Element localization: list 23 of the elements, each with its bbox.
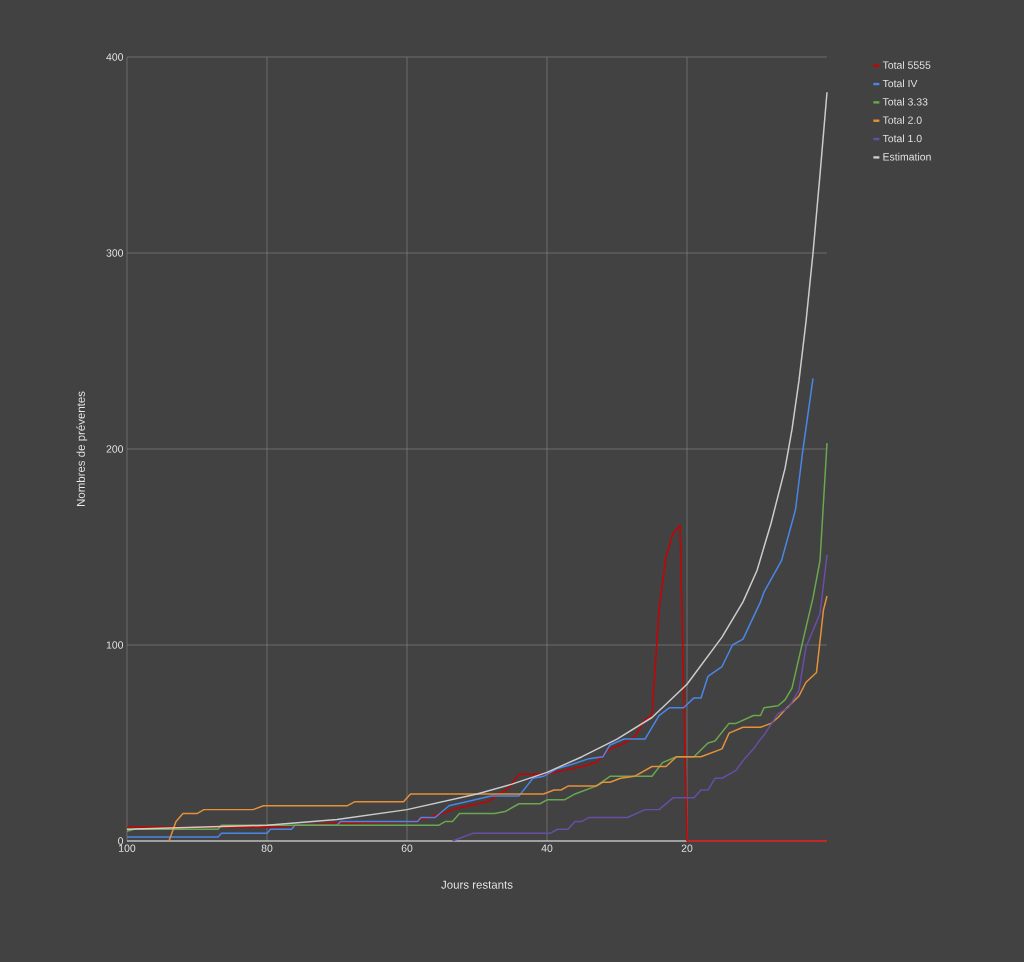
x-axis-title: Jours restants [441,880,513,889]
y-tick-label: 200 [106,445,124,453]
line-series [126,524,828,842]
line-series [451,554,828,842]
y-axis-title: Nombres de préventes [76,391,88,506]
legend-label: Total 1.0 [882,134,922,143]
x-tick-label: 60 [401,844,413,852]
y-tick-label: 0 [118,837,124,845]
x-tick-label: 100 [119,844,136,852]
line-series [126,442,828,832]
legend-label: Total 2.0 [882,116,922,124]
legend-label: Total 5555 [882,61,931,69]
legend-label: Estimation [883,152,931,161]
legend-label: Total IV [882,79,918,88]
x-tick-label: 40 [541,844,553,852]
line-series [126,377,814,838]
x-tick-label: 20 [681,844,693,852]
y-tick-label: 300 [106,249,124,257]
y-tick-label: 400 [106,53,124,61]
x-tick-label: 80 [261,844,273,852]
line-series [168,595,828,842]
legend-label: Total 3.33 [882,97,928,106]
y-tick-label: 100 [106,641,124,649]
